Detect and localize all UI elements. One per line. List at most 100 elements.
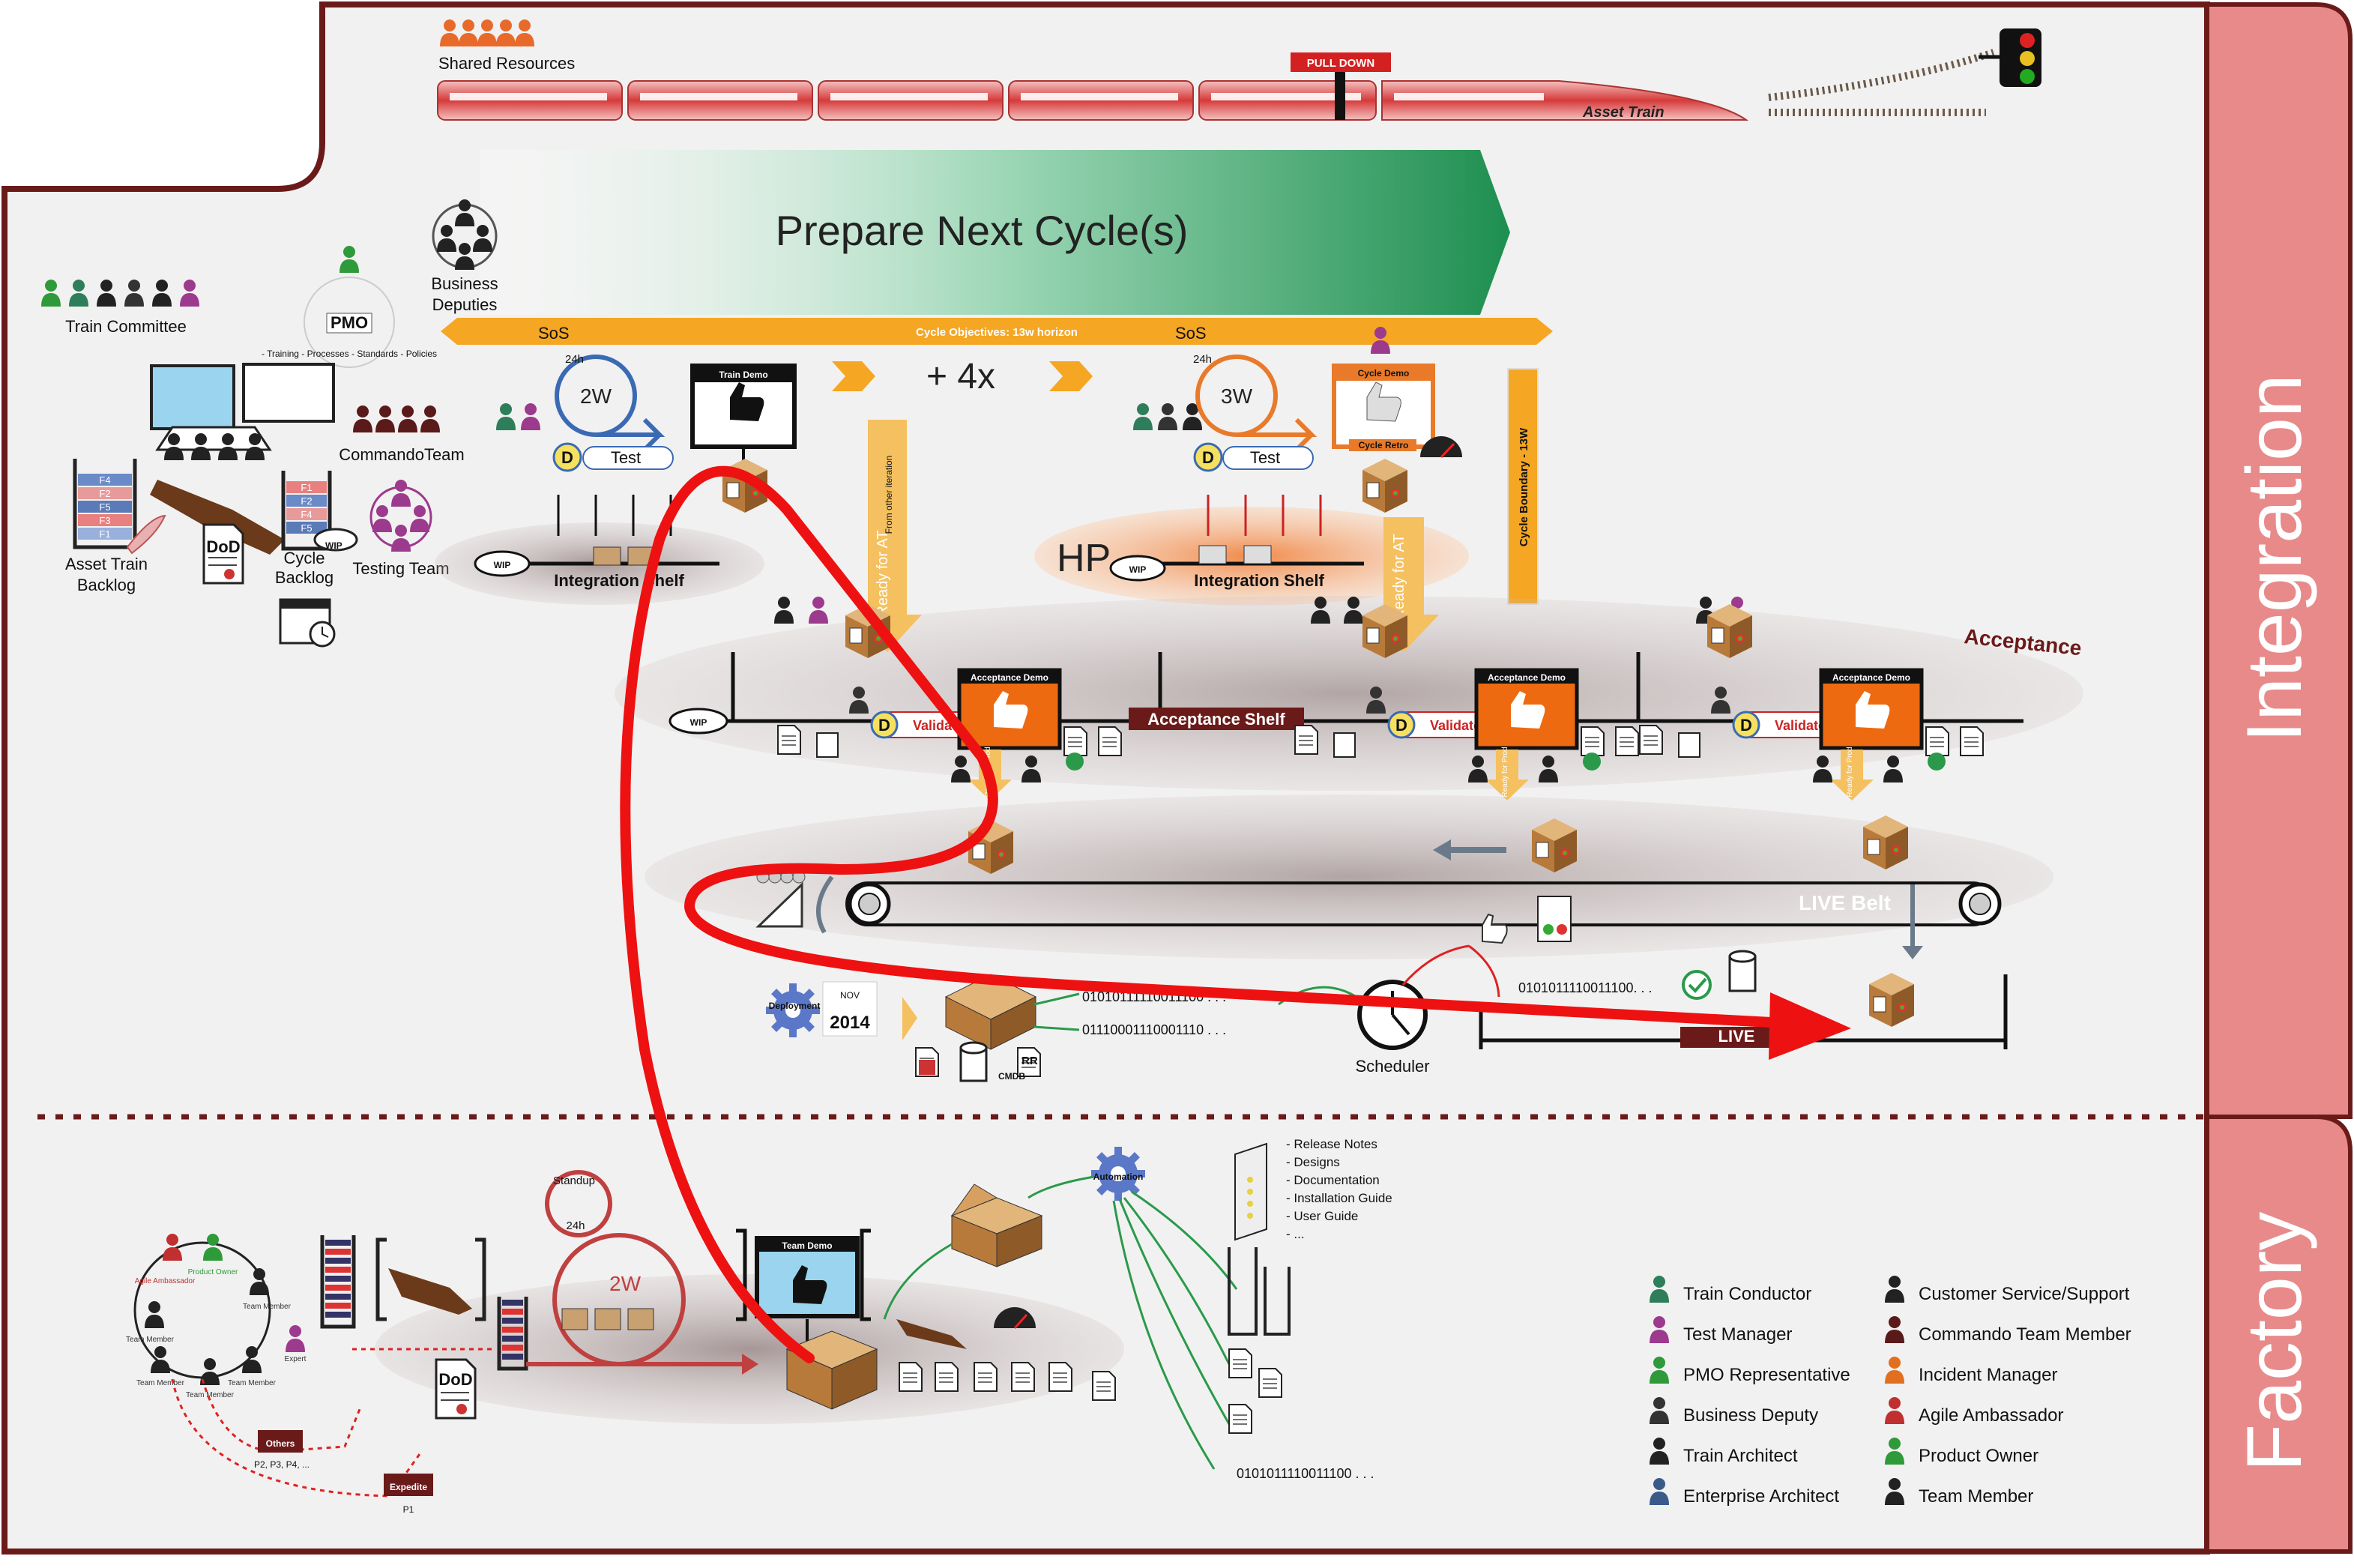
d-badge-label: D — [878, 716, 890, 735]
acceptance-wip-label: WIP — [690, 717, 707, 728]
wip-left-label: WIP — [494, 560, 511, 570]
backlog-item — [78, 501, 132, 513]
acceptance-unit: Validate D Acceptance Demo Ready for Prod — [1294, 603, 1639, 800]
commando-team-label: CommandoTeam — [339, 445, 465, 464]
doc-list-item: - User Guide — [1286, 1209, 1358, 1223]
shared-resources-label: Shared Resources — [438, 54, 575, 73]
pull-down-marker — [1335, 72, 1345, 120]
team-role-label: Expert — [285, 1355, 307, 1363]
factory-binary: 0101011110011100 . . . — [1237, 1466, 1374, 1481]
sprint-stripe — [502, 1327, 523, 1333]
factory-stacks — [1228, 1247, 1291, 1434]
priority-paths — [171, 1348, 495, 1498]
factory-artifacts — [896, 1307, 1116, 1401]
ready-for-at-left-label: Ready for AT — [875, 530, 891, 616]
cycle-backlog-item — [286, 508, 327, 520]
acceptance-demo-header — [959, 670, 1060, 684]
testing-team-label: Testing Team — [352, 559, 449, 578]
test-pill-left[interactable] — [582, 446, 674, 470]
calendar-clock-icon — [279, 598, 336, 648]
binary-3-label: 0101011110011100. . . — [1518, 980, 1653, 995]
scheduler-red-curve — [1401, 944, 1500, 998]
power-icon — [1066, 753, 1084, 771]
box-live-final — [1868, 972, 1915, 1028]
factory-cycle-label: 2W — [609, 1272, 642, 1295]
calendar-nov — [822, 981, 878, 1037]
backlog-item-label: F3 — [99, 515, 110, 526]
ready-for-prod-label: Ready for Prod — [1846, 747, 1854, 797]
train-committee-label: Train Committee — [65, 317, 187, 336]
cycle-backlog-item-label: F2 — [301, 495, 312, 507]
sos-left-label: SoS — [538, 324, 570, 343]
traffic-light-icon — [1979, 28, 2041, 87]
d-badge-left-label: D — [561, 448, 573, 467]
asset-train-label: Asset Train — [1582, 104, 1665, 121]
database-icon — [816, 732, 839, 758]
test-pill-right[interactable] — [1222, 446, 1314, 470]
cycle-objectives-bar — [441, 318, 1553, 345]
d-badge — [1387, 711, 1416, 739]
d-badge-label: D — [1740, 716, 1752, 735]
doc-icon — [1098, 726, 1122, 756]
factory-dod-doc — [435, 1358, 477, 1420]
ready-for-prod-arrow — [1830, 750, 1874, 800]
green-check-icon — [1682, 970, 1712, 1000]
doc-icon — [1615, 726, 1639, 756]
cycle-backlog: F1 F2 F4 F5 — [281, 471, 358, 552]
automation-label: Automation — [1093, 1172, 1144, 1182]
backlog-stripe — [325, 1240, 351, 1246]
backlog-transfer-arrow — [150, 480, 285, 555]
legend-item-label: Team Member — [1919, 1486, 2033, 1507]
backlog-stripe — [325, 1258, 351, 1264]
expedite-p-label: P1 — [403, 1504, 414, 1515]
team-role-label: Team Member — [243, 1303, 292, 1311]
validate-label: Validate — [1775, 718, 1826, 733]
pull-down-button[interactable] — [1291, 52, 1391, 72]
cycle-retro-label: Cycle Retro — [1359, 440, 1409, 450]
pmo-badge — [304, 246, 395, 368]
live-bar-label: LIVE — [1718, 1027, 1755, 1046]
diagram-doc-icon — [1294, 725, 1318, 755]
sprint-stripe — [502, 1354, 523, 1360]
factory-h24-label: 24h — [566, 1219, 585, 1232]
acceptance-shelf-label: Acceptance Shelf — [1147, 710, 1285, 729]
chevron-right — [1049, 361, 1093, 391]
testing-team-icon — [369, 480, 432, 552]
acceptance-shelf-bar — [1129, 708, 1304, 730]
nov-label: NOV — [840, 990, 860, 1001]
ready-for-prod-arrow — [1485, 750, 1529, 800]
asset-train — [437, 80, 1749, 121]
train-demo-board — [690, 364, 797, 465]
rr-label: RR — [1021, 1055, 1038, 1067]
scheduler-clock — [1357, 980, 1428, 1050]
thumbs-up-icon — [1856, 691, 1890, 729]
team-role-label: Team Member — [136, 1379, 185, 1387]
pmo-ring-text: - Training - Processes - Standards - Pol… — [262, 349, 437, 359]
team-demo-board — [736, 1228, 871, 1342]
team-demo-label: Team Demo — [782, 1240, 832, 1251]
power-icon — [1928, 753, 1946, 771]
factory-tab-label: Factory — [2231, 1212, 2318, 1472]
team-role-label: Agile Ambassador — [135, 1277, 196, 1285]
doc-list-item: - ... — [1286, 1227, 1305, 1241]
cycle-backlog-wip: WIP — [325, 540, 342, 551]
doc-list-item: - Documentation — [1286, 1173, 1380, 1187]
docs-binder — [1234, 1142, 1267, 1241]
backlog-item — [78, 474, 132, 486]
acceptance-demo-label: Acceptance Demo — [971, 672, 1048, 683]
fruit-check-icon — [1537, 896, 1572, 942]
business-deputies-label-1: Business — [431, 274, 498, 293]
dod-doc — [202, 523, 244, 585]
backlog-stripe — [325, 1285, 351, 1291]
backlog-stripe — [325, 1312, 351, 1318]
thumbs-up-icon — [1511, 691, 1545, 729]
cycle-left-label: 2W — [580, 385, 612, 408]
year-label: 2014 — [830, 1013, 870, 1033]
asset-backlog-label-1: Asset Train — [65, 555, 148, 573]
database-icon — [1678, 732, 1700, 758]
backlog-item-label: F2 — [99, 488, 110, 499]
cycle-backlog-item-label: F1 — [301, 482, 312, 493]
h24-left-label: 24h — [565, 353, 584, 366]
cycle-backlog-label-1: Cycle — [283, 549, 325, 567]
